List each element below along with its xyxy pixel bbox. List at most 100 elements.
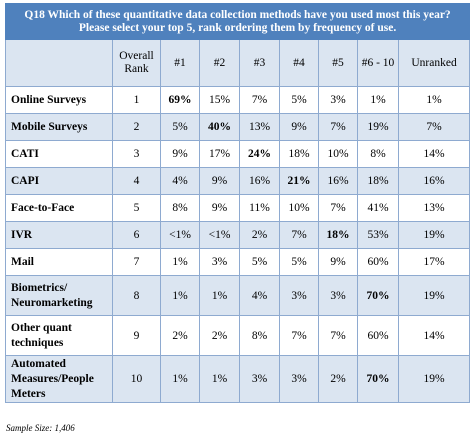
table-row: Online Surveys 1 69% 15% 7% 5% 3% 1% 1% bbox=[5, 86, 471, 114]
row-label: CAPI bbox=[5, 167, 113, 195]
overall-rank-cell: 1 bbox=[112, 86, 161, 114]
percentage-cell: 41% bbox=[357, 194, 399, 222]
percentage-cell: 13% bbox=[239, 113, 280, 141]
overall-rank-cell: 9 bbox=[112, 315, 161, 356]
percentage-cell: 17% bbox=[199, 140, 240, 168]
percentage-cell: 7% bbox=[318, 315, 358, 356]
row-label: Other quant techniques bbox=[5, 315, 113, 356]
percentage-cell: 5% bbox=[239, 248, 280, 276]
overall-rank-cell: 2 bbox=[112, 113, 161, 141]
overall-rank-cell: 7 bbox=[112, 248, 161, 276]
overall-rank-cell: 4 bbox=[112, 167, 161, 195]
percentage-cell: 24% bbox=[239, 140, 280, 168]
percentage-cell: 14% bbox=[397, 315, 471, 356]
percentage-cell: 3% bbox=[239, 355, 280, 403]
percentage-cell: 10% bbox=[318, 140, 358, 168]
percentage-cell: 2% bbox=[199, 315, 240, 356]
question-title-line-1: Q18 Which of these quantitative data col… bbox=[24, 8, 451, 21]
percentage-cell: 3% bbox=[279, 355, 319, 403]
percentage-cell: 9% bbox=[160, 140, 200, 168]
percentage-cell: 10% bbox=[279, 194, 319, 222]
percentage-cell: 7% bbox=[239, 86, 280, 114]
row-label: Mobile Surveys bbox=[5, 113, 113, 141]
percentage-cell: 1% bbox=[160, 248, 200, 276]
percentage-cell: 8% bbox=[239, 315, 280, 356]
row-label: Biometrics/ Neuromarketing bbox=[5, 275, 113, 316]
overall-rank-cell: 10 bbox=[112, 355, 161, 403]
percentage-cell: 69% bbox=[160, 86, 200, 114]
percentage-cell: 18% bbox=[357, 167, 399, 195]
percentage-cell: 19% bbox=[397, 355, 471, 403]
percentage-cell: 40% bbox=[199, 113, 240, 141]
column-header: #5 bbox=[318, 39, 358, 87]
table-row: Mobile Surveys 2 5% 40% 13% 9% 7% 19% 7% bbox=[5, 113, 471, 141]
percentage-cell: 9% bbox=[199, 194, 240, 222]
table-row: IVR 6 <1% <1% 2% 7% 18% 53% 19% bbox=[5, 221, 471, 249]
percentage-cell: 4% bbox=[239, 275, 280, 316]
row-label: Mail bbox=[5, 248, 113, 276]
column-header-blank bbox=[5, 39, 113, 87]
percentage-cell: 15% bbox=[199, 86, 240, 114]
percentage-cell: 2% bbox=[239, 221, 280, 249]
percentage-cell: 60% bbox=[357, 248, 399, 276]
percentage-cell: 7% bbox=[279, 315, 319, 356]
percentage-cell: 21% bbox=[279, 167, 319, 195]
percentage-cell: 1% bbox=[160, 355, 200, 403]
percentage-cell: 13% bbox=[397, 194, 471, 222]
percentage-cell: 7% bbox=[318, 194, 358, 222]
percentage-cell: 1% bbox=[397, 86, 471, 114]
percentage-cell: 5% bbox=[279, 86, 319, 114]
percentage-cell: 19% bbox=[397, 275, 471, 316]
percentage-cell: 16% bbox=[239, 167, 280, 195]
table-row: Other quant techniques 9 2% 2% 8% 7% 7% 60% 14% bbox=[5, 315, 471, 356]
percentage-cell: 1% bbox=[199, 275, 240, 316]
percentage-cell: 19% bbox=[357, 113, 399, 141]
column-header: Overall Rank bbox=[112, 39, 161, 87]
percentage-cell: 16% bbox=[318, 167, 358, 195]
row-label: IVR bbox=[5, 221, 113, 249]
percentage-cell: 7% bbox=[318, 113, 358, 141]
column-header: #6 - 10 bbox=[357, 39, 399, 87]
percentage-cell: 16% bbox=[397, 167, 471, 195]
percentage-cell: 1% bbox=[199, 355, 240, 403]
percentage-cell: 3% bbox=[199, 248, 240, 276]
column-header: Unranked bbox=[397, 39, 471, 87]
percentage-cell: 5% bbox=[160, 113, 200, 141]
column-header-row: Overall Rank #1 #2 #3 #4 #5 #6 - 10 Unranked bbox=[5, 39, 471, 87]
percentage-cell: 9% bbox=[318, 248, 358, 276]
percentage-cell: 2% bbox=[318, 355, 358, 403]
column-header: #3 bbox=[239, 39, 280, 87]
table-row: Automated Measures/People Meters 10 1% 1% 3%… bbox=[5, 355, 471, 403]
table-row: CAPI 4 4% 9% 16% 21% 16% 18% 16% bbox=[5, 167, 471, 195]
percentage-cell: 1% bbox=[160, 275, 200, 316]
percentage-cell: 53% bbox=[357, 221, 399, 249]
percentage-cell: 2% bbox=[160, 315, 200, 356]
row-label: Online Surveys bbox=[5, 86, 113, 114]
percentage-cell: 60% bbox=[357, 315, 399, 356]
percentage-cell: 7% bbox=[397, 113, 471, 141]
column-header: #1 bbox=[160, 39, 200, 87]
table-row: CATI 3 9% 17% 24% 18% 10% 8% 14% bbox=[5, 140, 471, 168]
percentage-cell: 9% bbox=[279, 113, 319, 141]
overall-rank-cell: 8 bbox=[112, 275, 161, 316]
survey-results-table: Q18 Which of these quantitative data col… bbox=[4, 3, 471, 403]
question-title: Q18 Which of these quantitative data col… bbox=[4, 3, 471, 40]
table-row: Mail 7 1% 3% 5% 5% 9% 60% 17% bbox=[5, 248, 471, 276]
percentage-cell: 8% bbox=[160, 194, 200, 222]
overall-rank-cell: 6 bbox=[112, 221, 161, 249]
percentage-cell: 70% bbox=[357, 355, 399, 403]
percentage-cell: <1% bbox=[199, 221, 240, 249]
percentage-cell: 17% bbox=[397, 248, 471, 276]
row-label: Automated Measures/People Meters bbox=[5, 355, 113, 403]
row-label: CATI bbox=[5, 140, 113, 168]
percentage-cell: 11% bbox=[239, 194, 280, 222]
percentage-cell: 3% bbox=[318, 86, 358, 114]
row-label: Face-to-Face bbox=[5, 194, 113, 222]
percentage-cell: 14% bbox=[397, 140, 471, 168]
column-header: #2 bbox=[199, 39, 240, 87]
percentage-cell: 5% bbox=[279, 248, 319, 276]
overall-rank-cell: 3 bbox=[112, 140, 161, 168]
percentage-cell: 1% bbox=[357, 86, 399, 114]
percentage-cell: 70% bbox=[357, 275, 399, 316]
percentage-cell: 4% bbox=[160, 167, 200, 195]
